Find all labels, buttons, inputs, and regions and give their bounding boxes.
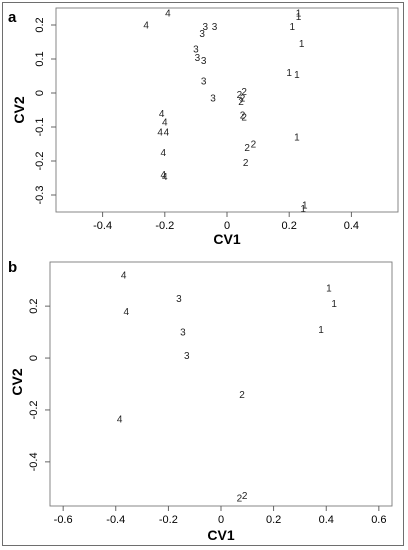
panel-b-plot-area (49, 261, 393, 507)
panel-a-point-group-3: 3 (201, 56, 207, 67)
panel-a-letter: a (8, 9, 17, 26)
panel-b-xlabel: CV1 (207, 527, 234, 543)
panel-b-point-group-3: 3 (180, 328, 186, 339)
panel-a-point-group-2: 2 (243, 158, 249, 169)
panel-a-point-group-4: 4 (160, 148, 166, 159)
panel-a-point-group-3: 3 (195, 53, 201, 64)
panel-a-point-group-4: 4 (159, 109, 165, 120)
panel-a-point-group-1: 1 (294, 133, 300, 144)
panel-b-point-group-3: 3 (184, 351, 190, 362)
panel-a-point-group-1: 1 (296, 12, 302, 23)
panel-a-y-tick-label: -0.3 (34, 186, 46, 205)
panel-b-point-group-2: 2 (242, 491, 248, 502)
panel-a-x-tick-label: 0.2 (282, 220, 297, 232)
panel-a-y-tick-label: -0.1 (34, 118, 46, 137)
panel-a-point-group-1: 1 (300, 204, 306, 215)
panel-b-point-group-1: 1 (326, 283, 332, 294)
panel-a-point-group-3: 3 (199, 29, 205, 40)
panel-b-point-group-1: 1 (331, 299, 337, 310)
panel-b-x-tick-label: 0.4 (319, 514, 334, 526)
panel-b-y-tick-label: 0 (28, 355, 40, 361)
panel-a-point-group-2: 2 (237, 90, 243, 101)
panel-a-point-group-3: 3 (202, 22, 208, 33)
panel-b-point-group-3: 3 (176, 294, 182, 305)
panel-a-ylabel: CV2 (11, 96, 27, 123)
panel-a-point-group-3: 3 (210, 94, 216, 105)
panel-a-point-group-1: 1 (294, 70, 300, 81)
panel-b: b -0.6 -0.4 -0.2 0 0.2 0.4 0.6 -0.4 -0.2 0 0.2 4 4 4… (8, 259, 393, 543)
panel-a-point-group-2: 2 (240, 94, 246, 105)
panel-a-point-group-4: 4 (160, 170, 166, 181)
panel-a-point-group-3: 3 (201, 77, 207, 88)
panel-b-point-group-2: 2 (239, 390, 245, 401)
panel-b-x-tick-label: 0.2 (266, 514, 281, 526)
panel-b-point-group-4: 4 (124, 307, 130, 318)
panel-a-point-group-2: 2 (244, 143, 250, 154)
panel-b-y-tick-label: 0.2 (28, 298, 40, 313)
panel-a: a -0.4 -0.2 0 0.2 0.4-0.3-0.2-0.100.10.2 444… (8, 7, 399, 247)
panel-a-point-group-2: 2 (238, 97, 244, 108)
panel-b-point-group-4: 4 (121, 270, 127, 281)
panel-a-point-group-2: 2 (241, 87, 247, 98)
panel-b-x-tick-label: -0.2 (159, 514, 178, 526)
panel-b-point-group-2: 2 (237, 494, 243, 505)
panel-a-point-group-4: 4 (162, 172, 168, 183)
panel-a-point-group-2: 2 (241, 112, 247, 123)
panel-b-ylabel: CV2 (9, 368, 25, 395)
panel-a-x-tick-label: -0.2 (155, 220, 174, 232)
panel-a-point-group-1: 1 (286, 68, 292, 79)
panel-b-point-group-4: 4 (117, 415, 123, 426)
panel-b-x-tick-label: -0.6 (54, 514, 73, 526)
panel-a-y-tick-label: 0 (34, 90, 46, 96)
panel-a-point-group-2: 2 (251, 140, 257, 151)
panel-a-point-group-1: 1 (302, 201, 308, 212)
panel-a-point-group-3: 3 (193, 44, 199, 55)
panel-a-point-group-4: 4 (162, 117, 168, 128)
panel-a-point-group-4: 4 (157, 128, 163, 139)
panel-b-y-tick-label: -0.2 (28, 400, 40, 419)
panel-b-point-group-1: 1 (318, 325, 324, 336)
panel-a-point-group-2: 2 (240, 111, 246, 122)
panel-b-x-tick-label: -0.4 (106, 514, 125, 526)
panel-a-point-group-1: 1 (299, 39, 305, 50)
panel-a-point-group-1: 1 (290, 22, 296, 33)
panel-a-x-tick-label: 0 (224, 220, 230, 232)
panel-a-point-group-3: 3 (212, 22, 218, 33)
panel-a-plot-area (55, 7, 399, 213)
panel-b-y-tick-label: -0.4 (28, 452, 40, 471)
panel-a-point-group-4: 4 (165, 9, 171, 20)
panel-a-xlabel: CV1 (213, 231, 240, 247)
figure-frame (2, 2, 404, 546)
panel-b-x-tick-label: 0 (218, 514, 224, 526)
panel-b-x-tick-label: 0.6 (371, 514, 386, 526)
panel-a-point-group-1: 1 (296, 9, 302, 20)
panel-a-y-tick-label: -0.2 (34, 152, 46, 171)
panel-a-x-tick-label: -0.4 (93, 220, 112, 232)
panel-a-point-group-4: 4 (143, 21, 149, 32)
panel-a-x-tick-label: 0.4 (344, 220, 359, 232)
panel-a-point-group-4: 4 (164, 128, 170, 139)
panel-a-y-tick-label: 0.1 (34, 51, 46, 66)
panel-a-y-tick-label: 0.2 (34, 17, 46, 32)
panel-b-letter: b (8, 259, 17, 276)
